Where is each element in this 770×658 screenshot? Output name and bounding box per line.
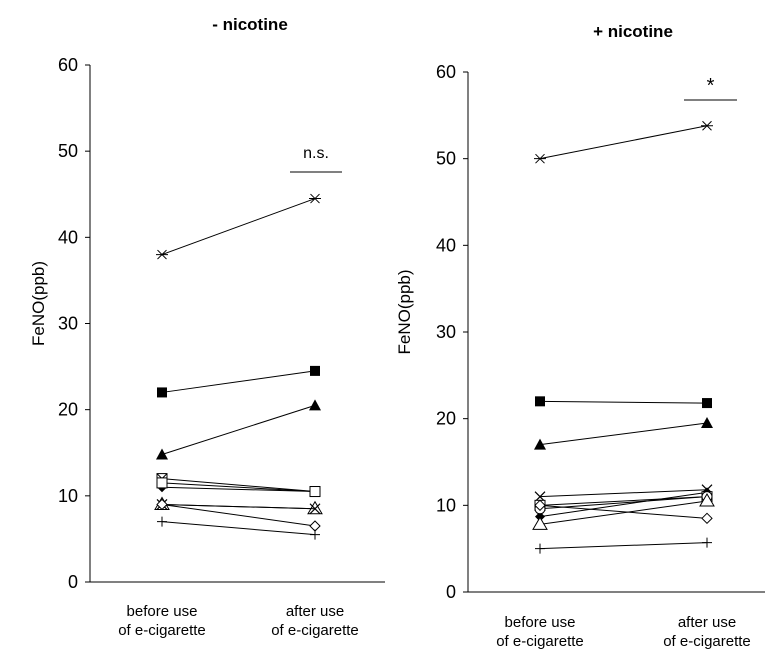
data-point <box>535 543 545 554</box>
series-line <box>161 482 316 493</box>
data-point <box>534 153 546 164</box>
y-tick-label: 30 <box>436 322 456 342</box>
series-line <box>539 500 708 525</box>
data-point <box>309 193 321 204</box>
series-line <box>539 542 708 550</box>
series-star <box>156 193 321 260</box>
data-point <box>699 493 715 507</box>
y-tick-label: 0 <box>68 572 78 592</box>
series-x <box>156 499 321 515</box>
series-line <box>161 503 316 527</box>
y-tick-label: 20 <box>58 400 78 420</box>
data-point <box>701 512 713 525</box>
data-point <box>702 398 712 409</box>
x-category-label-line: after use <box>678 614 736 631</box>
series-line <box>539 125 708 160</box>
series-line <box>161 521 316 536</box>
y-tick-label: 10 <box>58 486 78 506</box>
y-tick-label: 50 <box>436 149 456 169</box>
x-category-label-line: before use <box>505 614 576 631</box>
x-category-label-line: of e-cigarette <box>496 633 584 650</box>
significance-label: * <box>707 75 715 97</box>
series-square-x <box>156 473 321 498</box>
series-line <box>161 404 316 455</box>
data-point <box>701 120 713 131</box>
series-square-filled <box>157 365 320 398</box>
data-point <box>702 537 712 548</box>
data-point <box>156 498 168 511</box>
y-tick-label: 50 <box>58 141 78 161</box>
y-axis-label: FeNO(ppb) <box>29 261 48 346</box>
data-point <box>534 499 546 512</box>
data-point <box>309 503 321 515</box>
x-category-label: before use of e-cigarette <box>118 603 206 639</box>
chart-title: - nicotine <box>212 15 288 34</box>
series-line <box>539 496 708 506</box>
data-point <box>310 365 320 376</box>
series-triangle-open <box>154 496 323 515</box>
series-triangle-filled <box>156 399 321 460</box>
data-point <box>156 448 168 460</box>
y-tick-label: 0 <box>446 582 456 602</box>
series-line <box>539 489 708 498</box>
chart-panel-2: + nicotine 0 10 20 30 40 50 60 FeNO(ppb) before u… <box>395 22 765 650</box>
series-x <box>534 484 713 503</box>
chart-title: + nicotine <box>593 22 673 41</box>
series-plus <box>535 537 712 554</box>
series-triangle-filled <box>534 417 713 450</box>
y-tick-label: 40 <box>436 235 456 255</box>
series-star <box>534 120 713 164</box>
chart-panel-1: - nicotine 0 10 20 30 40 50 60 FeNO(ppb) before u… <box>29 15 385 639</box>
y-tick-label: 60 <box>436 62 456 82</box>
data-point <box>307 500 323 515</box>
series-line <box>539 400 708 404</box>
data-point <box>310 529 320 540</box>
series-diamond-open <box>534 499 713 525</box>
series-line <box>539 504 708 519</box>
x-category-label: after use of e-cigarette <box>663 614 751 650</box>
series-diamond-open <box>156 498 321 532</box>
data-point <box>156 249 168 260</box>
significance-label: n.s. <box>303 145 329 162</box>
series-line <box>161 370 316 393</box>
series-line <box>161 503 316 510</box>
series-line <box>539 496 708 510</box>
x-category-label: before use of e-cigarette <box>496 614 584 650</box>
x-category-label: after use of e-cigarette <box>271 603 359 639</box>
data-point <box>701 417 713 428</box>
y-tick-label: 60 <box>58 55 78 75</box>
y-tick-label: 10 <box>436 495 456 515</box>
series-square-open <box>156 477 321 498</box>
x-category-label-line: before use <box>127 603 198 620</box>
x-category-label-line: of e-cigarette <box>118 622 206 639</box>
series-line <box>539 422 708 446</box>
data-point <box>535 396 545 407</box>
data-point <box>156 477 168 489</box>
y-tick-label: 40 <box>58 227 78 247</box>
x-category-label-line: of e-cigarette <box>663 633 751 650</box>
data-point <box>309 399 321 411</box>
x-category-label-line: after use <box>286 603 344 620</box>
data-point <box>309 520 321 532</box>
data-point <box>157 387 167 398</box>
series-triangle-open <box>532 493 715 530</box>
y-axis-label: FeNO(ppb) <box>395 269 414 354</box>
y-tick-label: 30 <box>58 314 78 334</box>
series-line <box>161 486 316 493</box>
series-line <box>539 491 708 518</box>
series-square-filled <box>535 396 712 409</box>
series-line <box>161 198 316 256</box>
data-point <box>309 486 321 498</box>
data-point <box>534 438 546 450</box>
data-point <box>532 516 548 530</box>
series-plus <box>157 516 320 540</box>
y-tick-label: 20 <box>436 409 456 429</box>
x-category-label-line: of e-cigarette <box>271 622 359 639</box>
series-line <box>161 478 316 493</box>
data-point <box>157 516 167 527</box>
